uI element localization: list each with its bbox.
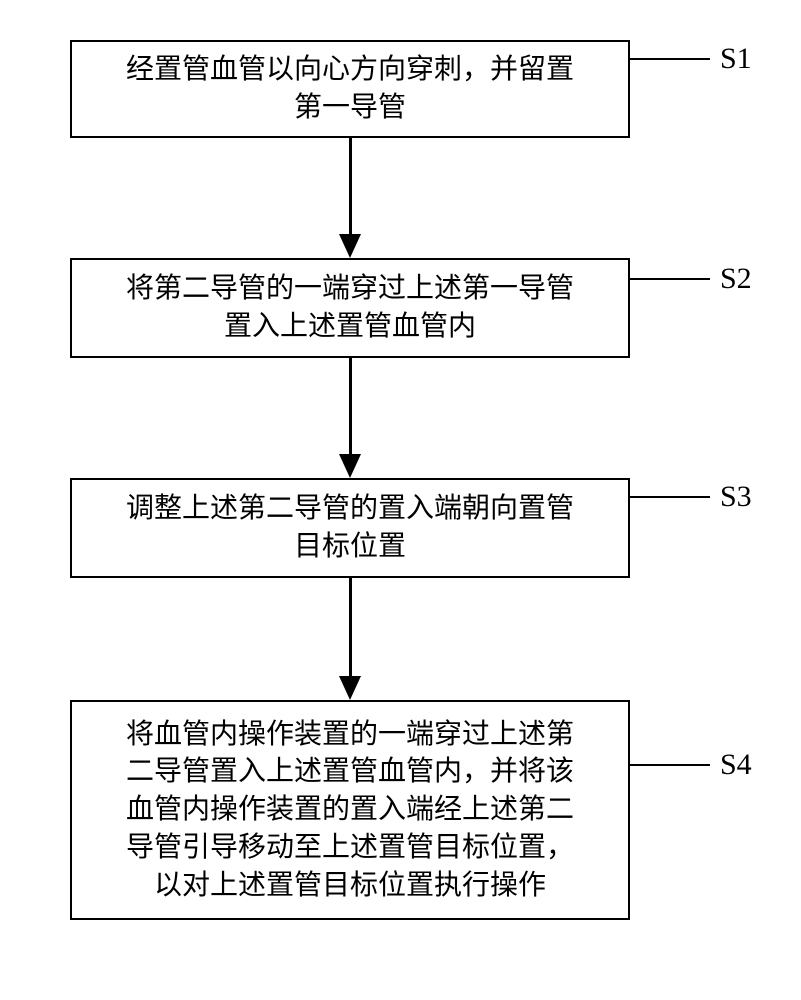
label-connector-s3 <box>630 496 710 498</box>
step-label-s1: S1 <box>720 42 752 76</box>
step-label-s3: S3 <box>720 480 752 514</box>
step-box-s2: 将第二导管的一端穿过上述第一导管 置入上述置管血管内 <box>70 258 630 358</box>
arrow-shaft-3 <box>349 578 352 676</box>
arrow-head-1 <box>339 234 361 258</box>
label-connector-s1 <box>630 58 710 60</box>
step-text-s4: 将血管内操作装置的一端穿过上述第 二导管置入上述置管血管内，并将该 血管内操作装… <box>126 716 574 905</box>
step-text-s2: 将第二导管的一端穿过上述第一导管 置入上述置管血管内 <box>126 270 574 346</box>
step-box-s1: 经置管血管以向心方向穿刺，并留置 第一导管 <box>70 40 630 138</box>
label-connector-s4 <box>630 764 710 766</box>
step-label-s4: S4 <box>720 748 752 782</box>
arrow-shaft-2 <box>349 358 352 454</box>
step-box-s3: 调整上述第二导管的置入端朝向置管 目标位置 <box>70 478 630 578</box>
arrow-shaft-1 <box>349 138 352 234</box>
arrow-head-2 <box>339 454 361 478</box>
flowchart-container: 经置管血管以向心方向穿刺，并留置 第一导管 S1 将第二导管的一端穿过上述第一导管 … <box>0 0 801 1000</box>
arrow-head-3 <box>339 676 361 700</box>
step-box-s4: 将血管内操作装置的一端穿过上述第 二导管置入上述置管血管内，并将该 血管内操作装… <box>70 700 630 920</box>
step-text-s1: 经置管血管以向心方向穿刺，并留置 第一导管 <box>126 51 574 127</box>
step-label-s2: S2 <box>720 262 752 296</box>
step-text-s3: 调整上述第二导管的置入端朝向置管 目标位置 <box>126 490 574 566</box>
label-connector-s2 <box>630 278 710 280</box>
